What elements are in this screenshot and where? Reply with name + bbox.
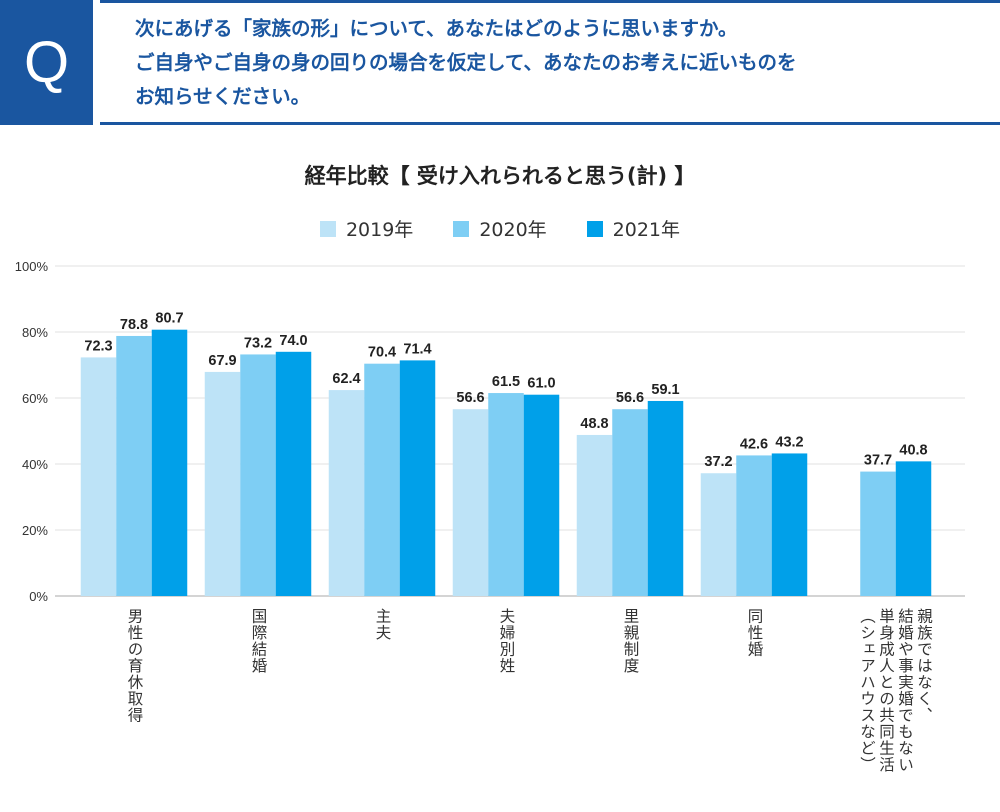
x-tick-label-line: 単身成人との共同生活 [877, 608, 895, 773]
y-tick-label: 60% [22, 391, 48, 406]
data-label: 56.6 [456, 390, 484, 406]
x-tick-label: 里親制度 [621, 608, 640, 674]
bar [612, 409, 648, 596]
legend-item: 2020年 [453, 215, 547, 242]
data-label: 67.9 [208, 353, 236, 369]
x-tick-label: 親族ではなく、 結婚や事実婚でもない 単身成人との共同生活 （シェアハウスなど） [857, 608, 933, 773]
bar [204, 371, 241, 596]
legend-label: 2021年 [612, 219, 681, 241]
bar [736, 455, 772, 596]
bar [364, 363, 400, 596]
x-tick-label: 夫婦別姓 [497, 608, 516, 674]
bar [328, 390, 365, 596]
legend-swatch [319, 220, 336, 237]
y-tick-label: 20% [22, 523, 48, 538]
data-label: 61.5 [492, 374, 520, 390]
y-tick-label: 0% [29, 589, 48, 604]
bar [895, 461, 932, 596]
x-tick-label: 国際結婚 [249, 608, 268, 674]
bar [151, 329, 188, 596]
bar [116, 335, 152, 596]
legend-item: 2019年 [319, 215, 414, 242]
data-label: 42.6 [740, 436, 768, 452]
x-tick-label: 同性婚 [745, 608, 764, 658]
legend: 2019年 2020年 2021年 [0, 215, 1000, 242]
chart-title: 経年比較【 受け入れられると思う(計) 】 [304, 164, 696, 188]
data-label: 62.4 [332, 371, 360, 387]
legend-label: 2019年 [345, 219, 414, 241]
data-label: 80.7 [155, 311, 183, 327]
bar [647, 400, 684, 596]
x-tick-label-line: （シェアハウスなど） [858, 608, 876, 773]
x-tick-label-line: 主夫 [373, 608, 392, 641]
bar [240, 354, 276, 596]
data-label: 40.8 [899, 442, 927, 458]
bar [488, 393, 524, 596]
data-label: 59.1 [651, 382, 679, 398]
divider [100, 0, 1000, 3]
data-label: 71.4 [403, 341, 431, 357]
data-label: 48.8 [580, 416, 608, 432]
data-label: 61.0 [527, 376, 555, 392]
data-label: 37.7 [864, 453, 892, 469]
data-label: 43.2 [775, 434, 803, 450]
bar [452, 409, 489, 596]
bar [771, 453, 808, 596]
bar [860, 471, 896, 596]
question-text: 次にあげる「家族の形」について、あなたはどのように思いますか。 ご自身やご自身の… [135, 12, 985, 114]
legend-item: 2021年 [586, 215, 681, 242]
x-tick-label-line: 里親制度 [621, 608, 640, 674]
data-label: 70.4 [368, 345, 396, 361]
question-badge: Q [0, 0, 93, 125]
y-tick-label: 100% [15, 259, 49, 274]
legend-swatch [453, 220, 470, 237]
data-label: 37.2 [704, 454, 732, 470]
bar [275, 351, 312, 596]
bar [700, 473, 737, 596]
question-line: お知らせください。 [135, 85, 311, 108]
data-label: 72.3 [84, 338, 112, 354]
x-tick-label-line: 親族ではなく、 [915, 608, 933, 724]
data-label: 73.2 [244, 335, 272, 351]
x-tick-label-line: 同性婚 [745, 608, 764, 658]
x-tick-label-line: 結婚や事実婚でもない [896, 608, 914, 773]
question-line: 次にあげる「家族の形」について、あなたはどのように思いますか。 [135, 17, 738, 40]
x-tick-label: 男性の育休取得 [125, 608, 144, 724]
x-tick-label-line: 男性の育休取得 [125, 608, 144, 724]
x-tick-label: 主夫 [373, 608, 392, 641]
y-tick-label: 80% [22, 325, 48, 340]
x-tick-label-line: 夫婦別姓 [497, 608, 516, 674]
x-tick-label-line: 国際結婚 [249, 608, 268, 674]
data-label: 78.8 [120, 317, 148, 333]
legend-label: 2020年 [479, 219, 547, 241]
data-label: 74.0 [279, 333, 307, 349]
bar [80, 357, 117, 596]
data-label: 56.6 [616, 390, 644, 406]
bar [576, 434, 613, 596]
legend-swatch [586, 220, 603, 237]
divider [100, 122, 1000, 125]
bar [523, 394, 560, 596]
question-line: ご自身やご自身の身の回りの場合を仮定して、あなたのお考えに近いものを [135, 51, 797, 74]
y-tick-label: 40% [22, 457, 48, 472]
bar [399, 360, 436, 596]
